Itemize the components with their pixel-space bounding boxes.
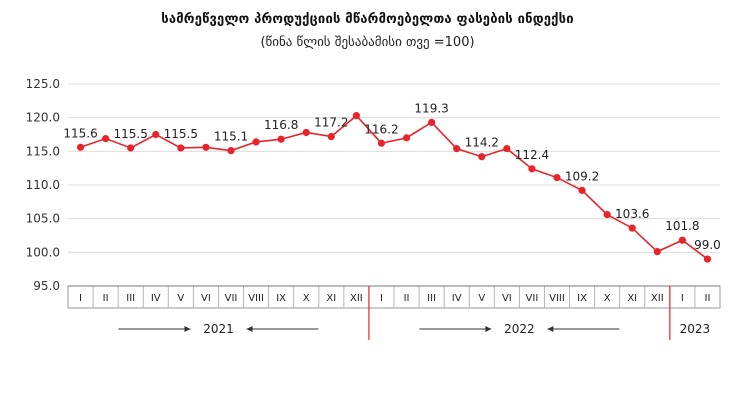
data-point (553, 173, 561, 182)
data-label: 115.5 (114, 127, 148, 141)
x-tick-label: X (604, 293, 611, 304)
x-tick-label: XI (326, 293, 336, 304)
x-tick-label: IV (151, 293, 161, 304)
data-point (76, 143, 85, 151)
x-tick-label: VIII (248, 293, 264, 304)
data-point (202, 143, 210, 151)
y-tick-label: 105.0 (26, 212, 60, 226)
data-point (653, 248, 661, 256)
data-point (152, 130, 160, 139)
data-point (302, 128, 310, 137)
x-tick-label: IV (452, 293, 462, 304)
data-point (628, 224, 636, 232)
y-tick-label: 100.0 (26, 245, 60, 259)
x-tick-label: III (126, 293, 135, 304)
data-point (428, 118, 436, 126)
data-label: 115.6 (63, 126, 97, 140)
data-label: 115.1 (214, 130, 248, 144)
x-tick-label: I (79, 293, 82, 304)
y-tick-label: 110.0 (26, 178, 60, 192)
x-tick-label: IX (577, 293, 587, 304)
x-tick-label: VII (526, 293, 539, 304)
year-arrow-head (547, 326, 554, 332)
data-point (277, 135, 285, 143)
x-tick-label: XII (651, 293, 664, 304)
data-point (102, 134, 110, 143)
x-tick-label: X (303, 293, 310, 304)
data-point (478, 153, 486, 161)
data-label: 109.2 (565, 169, 599, 183)
data-label: 114.2 (465, 136, 499, 150)
y-tick-label: 115.0 (26, 144, 60, 158)
data-point (678, 236, 686, 244)
series-line (80, 114, 708, 260)
data-label: 112.4 (515, 148, 549, 162)
y-tick-label: 120.0 (26, 111, 60, 125)
data-label: 116.8 (264, 118, 298, 132)
data-point (578, 186, 586, 194)
chart-title: სამრეწველო პროდუქციის მწარმოებელთა ფასებ… (161, 12, 574, 27)
data-label: 116.2 (364, 122, 398, 136)
x-tick-label: I (380, 293, 383, 304)
x-tick-label: XI (627, 293, 637, 304)
chart-subtitle: (წინა წლის შესაბამისი თვე =100) (260, 35, 475, 50)
x-tick-label: V (478, 293, 485, 304)
data-label: 117.2 (314, 116, 348, 130)
x-tick-label: I (681, 293, 684, 304)
x-tick-label: V (177, 293, 184, 304)
data-label: 115.5 (164, 127, 198, 141)
data-point (528, 165, 536, 173)
year-arrow-head (485, 326, 492, 332)
data-point (377, 139, 386, 147)
data-point (503, 145, 511, 153)
x-tick-label: VI (201, 293, 211, 304)
y-tick-label: 125.0 (26, 77, 60, 91)
data-point (127, 144, 135, 152)
data-point (327, 132, 335, 141)
data-point (453, 145, 461, 153)
x-tick-label: IX (276, 293, 286, 304)
data-label: 99.0 (694, 238, 721, 252)
x-tick-label: VII (225, 293, 238, 304)
x-tick-label: III (427, 293, 436, 304)
x-tick-label: VIII (549, 293, 565, 304)
x-tick-label: XII (350, 293, 363, 304)
year-label: 2023 (680, 322, 711, 336)
data-point (402, 134, 411, 142)
data-point (703, 255, 712, 263)
data-point (227, 147, 235, 155)
year-arrow-head (184, 326, 191, 332)
data-label: 101.8 (665, 219, 699, 233)
year-label: 2022 (504, 322, 535, 336)
data-label: 119.3 (414, 101, 448, 115)
data-point (352, 112, 360, 120)
x-tick-label: II (404, 293, 410, 304)
x-tick-label: II (705, 293, 711, 304)
x-tick-label: II (103, 293, 109, 304)
y-tick-label: 95.0 (33, 279, 60, 293)
data-point (603, 211, 611, 219)
year-arrow-head (246, 326, 253, 332)
data-point (177, 144, 185, 152)
data-label: 103.6 (615, 207, 649, 221)
data-point (252, 138, 260, 146)
year-label: 2021 (203, 322, 234, 336)
x-tick-label: VI (502, 293, 512, 304)
